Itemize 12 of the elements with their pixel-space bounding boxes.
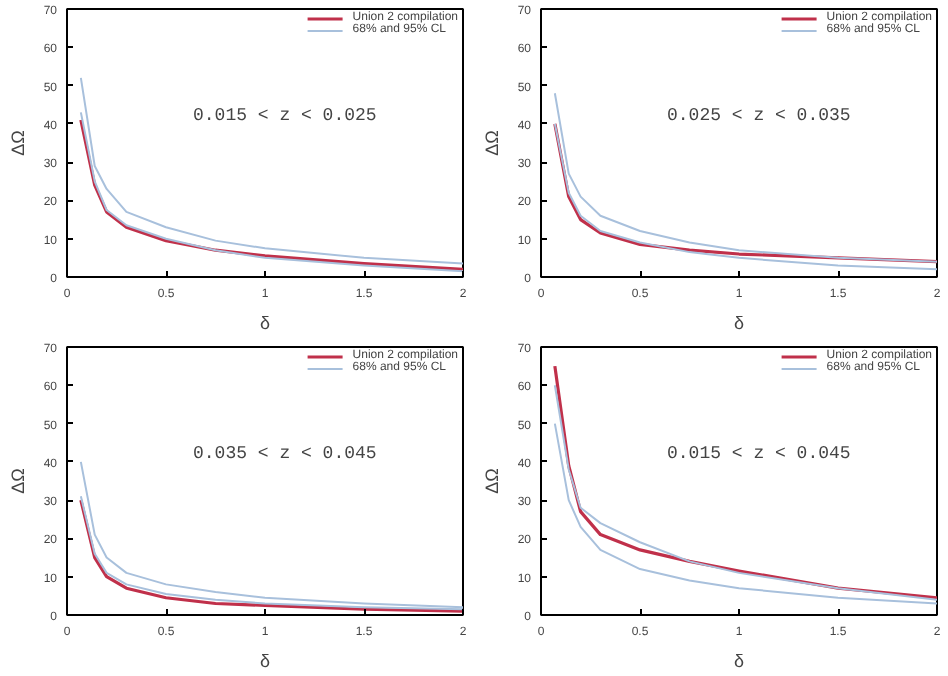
annotation: 0.015 < z < 0.025 [192,106,377,127]
y-axis-title: ΔΩ [481,129,502,156]
y-axis-title: ΔΩ [481,467,502,494]
x-axis-title: δ [259,313,271,333]
x-axis-title: δ [733,313,745,333]
y-axis-title: ΔΩ [7,467,28,494]
annotation: 0.025 < z < 0.035 [666,106,851,127]
y-axis-title: ΔΩ [7,129,28,156]
x-axis-title: δ [259,651,271,671]
annotation: 0.015 < z < 0.045 [666,444,851,465]
annotation: 0.035 < z < 0.045 [192,444,377,465]
x-axis-title: δ [733,651,745,671]
